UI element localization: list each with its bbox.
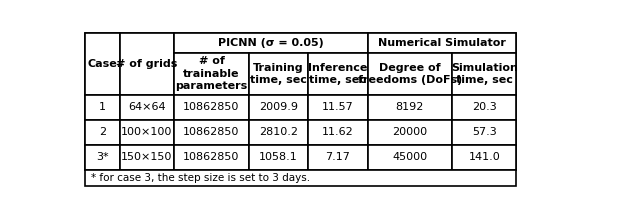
Text: # of
trainable
parameters: # of trainable parameters <box>175 56 248 91</box>
Bar <box>120 95 174 120</box>
Text: 11.57: 11.57 <box>322 102 354 112</box>
Bar <box>248 145 308 170</box>
Text: 1: 1 <box>99 102 106 112</box>
Bar <box>308 53 367 95</box>
Text: Inference
time, sec: Inference time, sec <box>308 63 367 85</box>
Text: Numerical Simulator: Numerical Simulator <box>378 38 506 48</box>
Bar <box>85 33 120 95</box>
Bar <box>452 120 516 145</box>
Text: 45000: 45000 <box>392 152 428 162</box>
Bar <box>367 145 452 170</box>
Text: 10862850: 10862850 <box>183 102 239 112</box>
Text: * for case 3, the step size is set to 3 days.: * for case 3, the step size is set to 3 … <box>91 173 310 183</box>
Bar <box>85 95 120 120</box>
Text: 1058.1: 1058.1 <box>259 152 298 162</box>
Bar <box>174 120 248 145</box>
Bar <box>308 95 367 120</box>
Bar <box>248 120 308 145</box>
Text: 100×100: 100×100 <box>121 127 173 137</box>
Bar <box>174 33 367 53</box>
Text: Case: Case <box>88 59 117 69</box>
Text: 150×150: 150×150 <box>121 152 173 162</box>
Text: 57.3: 57.3 <box>472 127 497 137</box>
Text: # of grids: # of grids <box>116 59 178 69</box>
Bar <box>174 145 248 170</box>
Text: 2: 2 <box>99 127 106 137</box>
Bar <box>120 33 174 95</box>
Bar <box>85 33 516 170</box>
Text: 141.0: 141.0 <box>468 152 500 162</box>
Text: 8192: 8192 <box>396 102 424 112</box>
Bar <box>120 120 174 145</box>
Text: 7.17: 7.17 <box>326 152 350 162</box>
Bar <box>174 53 248 95</box>
Bar <box>367 95 452 120</box>
Text: 10862850: 10862850 <box>183 127 239 137</box>
Text: 2009.9: 2009.9 <box>259 102 298 112</box>
Bar <box>85 120 120 145</box>
Bar <box>85 145 120 170</box>
Text: 10862850: 10862850 <box>183 152 239 162</box>
Bar <box>367 33 516 53</box>
Bar <box>248 95 308 120</box>
Text: Degree of
freedoms (DoFs): Degree of freedoms (DoFs) <box>358 63 462 85</box>
Bar <box>308 120 367 145</box>
Text: 2810.2: 2810.2 <box>259 127 298 137</box>
Text: 11.62: 11.62 <box>322 127 354 137</box>
Text: 64×64: 64×64 <box>128 102 166 112</box>
Bar <box>367 53 452 95</box>
Bar <box>174 95 248 120</box>
Text: Training
time, sec: Training time, sec <box>250 63 307 85</box>
Text: Simulation
time, sec: Simulation time, sec <box>451 63 518 85</box>
Text: 20.3: 20.3 <box>472 102 497 112</box>
Bar <box>452 53 516 95</box>
Bar <box>248 53 308 95</box>
Bar <box>452 145 516 170</box>
Bar <box>452 95 516 120</box>
Bar <box>85 170 516 186</box>
Text: PICNN (σ = 0.05): PICNN (σ = 0.05) <box>218 38 324 48</box>
Text: 3*: 3* <box>96 152 109 162</box>
Text: 20000: 20000 <box>392 127 428 137</box>
Bar <box>308 145 367 170</box>
Bar <box>120 145 174 170</box>
Bar <box>367 120 452 145</box>
